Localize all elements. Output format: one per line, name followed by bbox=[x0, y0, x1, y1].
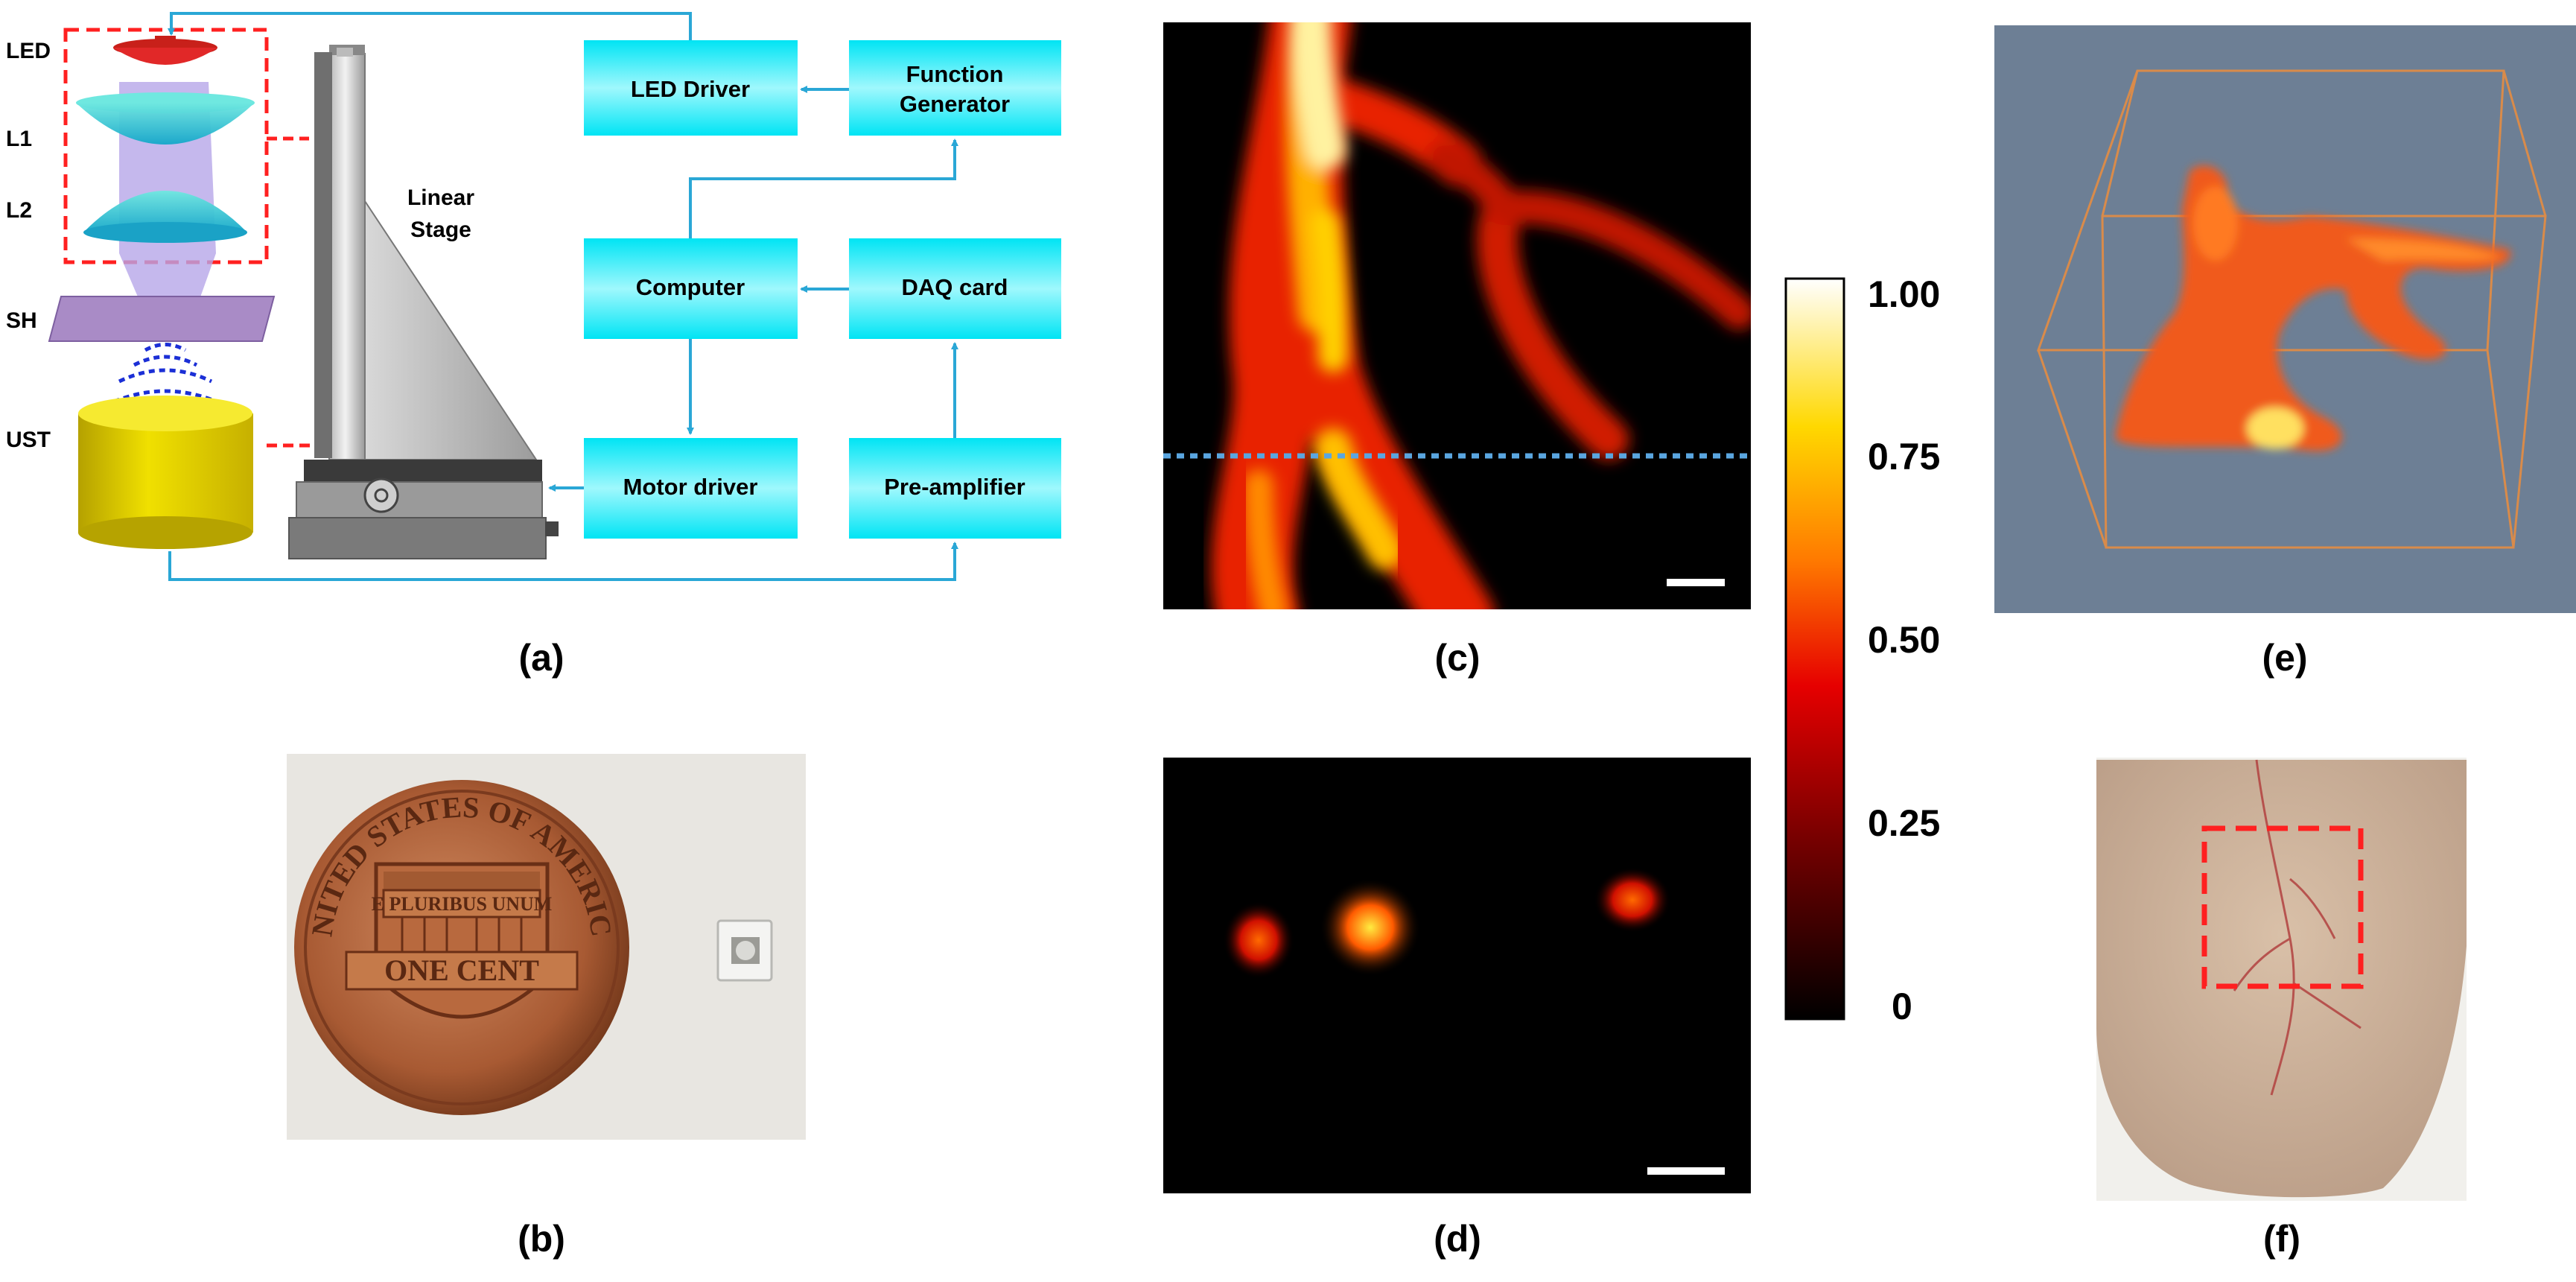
block-function-generator-label2: Generator bbox=[900, 91, 1010, 117]
block-computer: Computer bbox=[584, 238, 798, 339]
colorbar-tick: 0 bbox=[1892, 986, 1912, 1027]
colorbar-tick: 0.75 bbox=[1868, 436, 1940, 477]
label-ust: UST bbox=[6, 428, 51, 452]
panel-d-label: (d) bbox=[1434, 1218, 1481, 1260]
panel-d: (d) bbox=[1163, 758, 1751, 1260]
colorbar-tick: 0.25 bbox=[1868, 802, 1940, 844]
stage-label-line2: Stage bbox=[410, 218, 471, 242]
panel-a-label: (a) bbox=[518, 637, 564, 679]
block-daq-card-label: DAQ card bbox=[902, 274, 1008, 300]
scale-bar-d bbox=[1647, 1167, 1725, 1175]
label-l2: L2 bbox=[6, 198, 32, 223]
ultrasound-transducer-icon bbox=[78, 396, 253, 549]
bounding-box bbox=[2036, 69, 2547, 549]
colorbar-gradient bbox=[1784, 277, 1845, 1021]
panel-e-label: (e) bbox=[2262, 637, 2307, 679]
scaling-head-icon bbox=[48, 296, 276, 342]
led-icon bbox=[113, 36, 217, 65]
colorbar-tick: 1.00 bbox=[1868, 273, 1940, 315]
coin-denomination: ONE CENT bbox=[384, 953, 539, 987]
fingertip-image bbox=[2096, 760, 2467, 1198]
coin-banner-text: E PLURIBUS UNUM bbox=[372, 893, 553, 915]
panel-e: (e) bbox=[1994, 25, 2576, 679]
label-led: LED bbox=[6, 39, 51, 63]
block-function-generator-label1: Function bbox=[906, 61, 1004, 87]
lens-icon bbox=[83, 191, 247, 243]
vessel-spot bbox=[1594, 867, 1671, 933]
label-sh: SH bbox=[6, 308, 37, 333]
panel-c: (c) bbox=[1163, 22, 1751, 679]
led-chip-icon bbox=[716, 919, 773, 982]
signal-connectors bbox=[168, 12, 958, 581]
scale-bar-c bbox=[1667, 579, 1725, 586]
block-led-driver: LED Driver bbox=[584, 40, 798, 136]
block-motor-driver-label: Motor driver bbox=[623, 474, 758, 500]
block-function-generator: Function Generator bbox=[849, 40, 1061, 136]
block-pre-amplifier: Pre-amplifier bbox=[849, 438, 1061, 539]
block-daq-card: DAQ card bbox=[849, 238, 1061, 339]
block-motor-driver: Motor driver bbox=[584, 438, 798, 539]
panel-a: LED L1 L2 SH UST Linear Stage LED Driver bbox=[6, 12, 1061, 679]
label-l1: L1 bbox=[6, 127, 32, 151]
vessel-structure bbox=[1211, 22, 1751, 609]
panel-b-label: (b) bbox=[518, 1218, 565, 1260]
finger-vessels bbox=[2233, 759, 2362, 1096]
panel-f-label: (f) bbox=[2263, 1218, 2300, 1260]
roi-box bbox=[2201, 825, 2364, 989]
panel-f: (f) bbox=[2096, 758, 2467, 1260]
colorbar: 1.00 0.75 0.50 0.25 0 bbox=[1784, 273, 1940, 1027]
vessel-volume bbox=[2115, 165, 2511, 451]
vessel-spot bbox=[1320, 878, 1421, 977]
stage-label-line1: Linear bbox=[407, 185, 474, 210]
colorbar-tick: 0.50 bbox=[1868, 619, 1940, 661]
panel-c-label: (c) bbox=[1434, 637, 1480, 679]
linear-stage-icon bbox=[288, 45, 559, 559]
block-led-driver-label: LED Driver bbox=[631, 76, 750, 102]
lens-icon bbox=[76, 92, 255, 145]
block-pre-amplifier-label: Pre-amplifier bbox=[884, 474, 1025, 500]
block-computer-label: Computer bbox=[636, 274, 745, 300]
vessel-spot bbox=[1223, 901, 1294, 979]
